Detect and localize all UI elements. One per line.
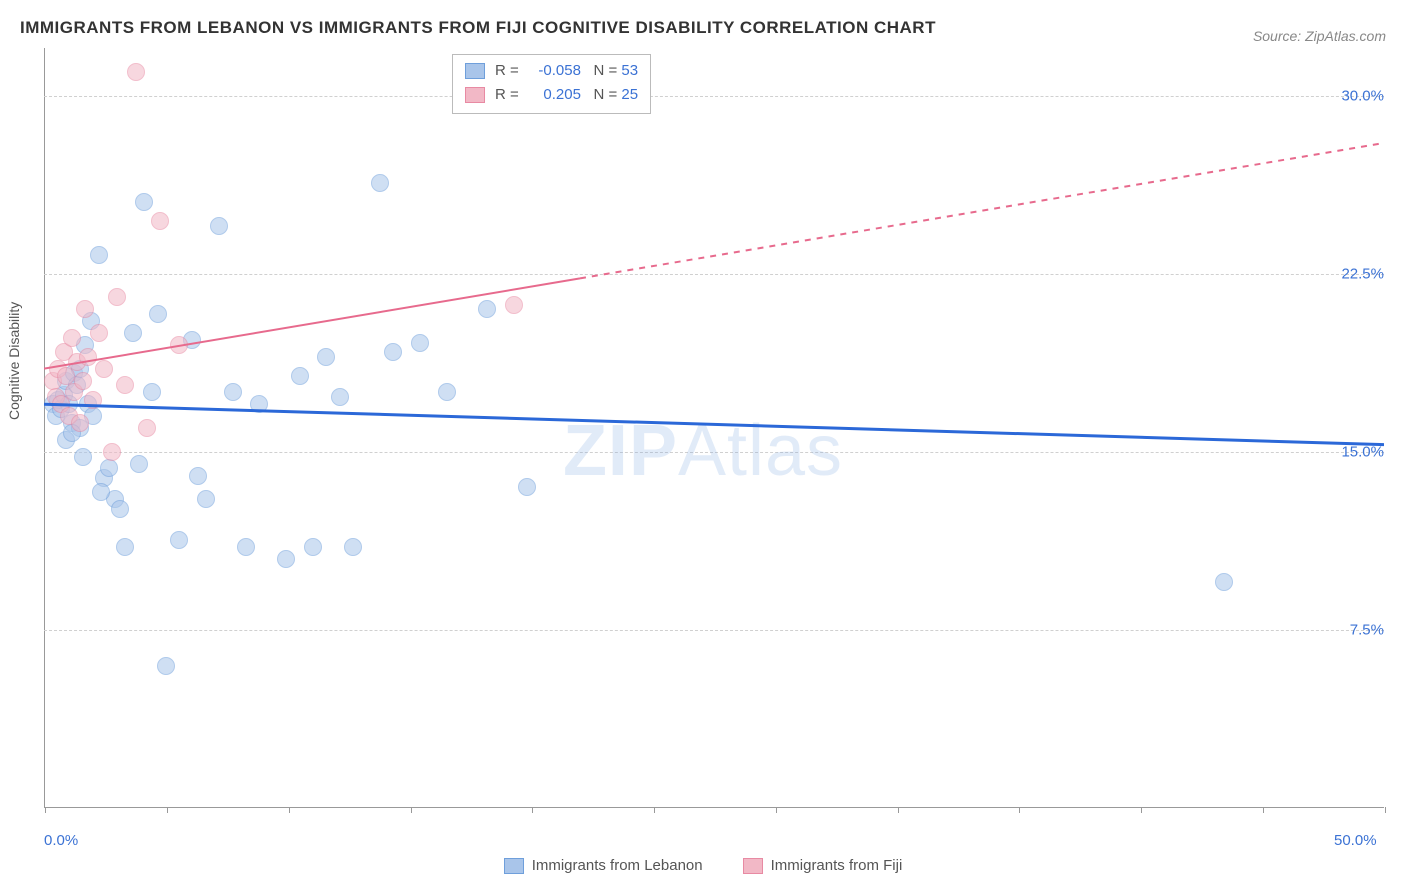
scatter-point bbox=[317, 348, 335, 366]
scatter-point bbox=[130, 455, 148, 473]
scatter-point bbox=[63, 329, 81, 347]
scatter-point bbox=[250, 395, 268, 413]
scatter-point bbox=[116, 538, 134, 556]
correlation-legend: R = -0.058 N = 53R = 0.205 N = 25 bbox=[452, 54, 651, 114]
scatter-point bbox=[124, 324, 142, 342]
scatter-point bbox=[74, 448, 92, 466]
scatter-point bbox=[277, 550, 295, 568]
plot-area bbox=[44, 48, 1384, 808]
source-prefix: Source: bbox=[1253, 28, 1305, 44]
correlation-stats: R = -0.058 N = 53 bbox=[495, 59, 638, 83]
scatter-point bbox=[1215, 573, 1233, 591]
scatter-point bbox=[505, 296, 523, 314]
y-tick-label: 15.0% bbox=[1341, 443, 1384, 460]
x-tick bbox=[532, 807, 533, 813]
x-axis-label: 50.0% bbox=[1334, 832, 1377, 849]
scatter-point bbox=[135, 193, 153, 211]
scatter-point bbox=[170, 336, 188, 354]
source-name: ZipAtlas.com bbox=[1305, 28, 1386, 44]
scatter-point bbox=[95, 360, 113, 378]
legend-swatch bbox=[465, 63, 485, 79]
series-legend-label: Immigrants from Lebanon bbox=[532, 857, 703, 874]
y-tick-label: 7.5% bbox=[1350, 621, 1384, 638]
scatter-point bbox=[438, 383, 456, 401]
correlation-stats: R = 0.205 N = 25 bbox=[495, 83, 638, 107]
scatter-point bbox=[116, 376, 134, 394]
scatter-point bbox=[111, 500, 129, 518]
scatter-point bbox=[149, 305, 167, 323]
scatter-point bbox=[90, 324, 108, 342]
x-tick bbox=[167, 807, 168, 813]
legend-swatch bbox=[465, 87, 485, 103]
scatter-point bbox=[90, 246, 108, 264]
gridline bbox=[44, 452, 1384, 453]
x-tick bbox=[1385, 807, 1386, 813]
scatter-point bbox=[157, 657, 175, 675]
source-attribution: Source: ZipAtlas.com bbox=[1253, 28, 1386, 44]
gridline bbox=[44, 96, 1384, 97]
x-tick bbox=[654, 807, 655, 813]
x-tick bbox=[898, 807, 899, 813]
scatter-point bbox=[371, 174, 389, 192]
scatter-point bbox=[224, 383, 242, 401]
x-tick bbox=[411, 807, 412, 813]
series-legend: Immigrants from Lebanon Immigrants from F… bbox=[0, 857, 1406, 874]
scatter-point bbox=[331, 388, 349, 406]
x-tick bbox=[1141, 807, 1142, 813]
y-tick-label: 30.0% bbox=[1341, 87, 1384, 104]
scatter-point bbox=[71, 414, 89, 432]
x-tick bbox=[45, 807, 46, 813]
scatter-point bbox=[344, 538, 362, 556]
scatter-point bbox=[237, 538, 255, 556]
scatter-point bbox=[103, 443, 121, 461]
correlation-legend-row: R = -0.058 N = 53 bbox=[465, 59, 638, 83]
scatter-point bbox=[411, 334, 429, 352]
y-tick-label: 22.5% bbox=[1341, 265, 1384, 282]
scatter-point bbox=[384, 343, 402, 361]
legend-swatch bbox=[504, 858, 524, 874]
scatter-point bbox=[127, 63, 145, 81]
scatter-point bbox=[478, 300, 496, 318]
scatter-point bbox=[291, 367, 309, 385]
scatter-point bbox=[143, 383, 161, 401]
gridline bbox=[44, 630, 1384, 631]
scatter-point bbox=[518, 478, 536, 496]
gridline bbox=[44, 274, 1384, 275]
scatter-point bbox=[100, 459, 118, 477]
y-axis-label: Cognitive Disability bbox=[6, 302, 22, 420]
x-tick bbox=[776, 807, 777, 813]
x-tick bbox=[1019, 807, 1020, 813]
scatter-point bbox=[92, 483, 110, 501]
x-tick bbox=[289, 807, 290, 813]
scatter-point bbox=[79, 348, 97, 366]
scatter-point bbox=[210, 217, 228, 235]
scatter-point bbox=[170, 531, 188, 549]
x-axis-label: 0.0% bbox=[44, 832, 78, 849]
series-legend-item: Immigrants from Lebanon bbox=[504, 857, 703, 874]
scatter-point bbox=[189, 467, 207, 485]
scatter-point bbox=[151, 212, 169, 230]
scatter-point bbox=[304, 538, 322, 556]
legend-swatch bbox=[743, 858, 763, 874]
scatter-point bbox=[108, 288, 126, 306]
scatter-point bbox=[76, 300, 94, 318]
series-legend-label: Immigrants from Fiji bbox=[771, 857, 903, 874]
scatter-point bbox=[138, 419, 156, 437]
scatter-point bbox=[74, 372, 92, 390]
scatter-point bbox=[84, 391, 102, 409]
chart-title: IMMIGRANTS FROM LEBANON VS IMMIGRANTS FR… bbox=[20, 18, 936, 38]
x-tick bbox=[1263, 807, 1264, 813]
correlation-legend-row: R = 0.205 N = 25 bbox=[465, 83, 638, 107]
series-legend-item: Immigrants from Fiji bbox=[743, 857, 903, 874]
scatter-point bbox=[197, 490, 215, 508]
